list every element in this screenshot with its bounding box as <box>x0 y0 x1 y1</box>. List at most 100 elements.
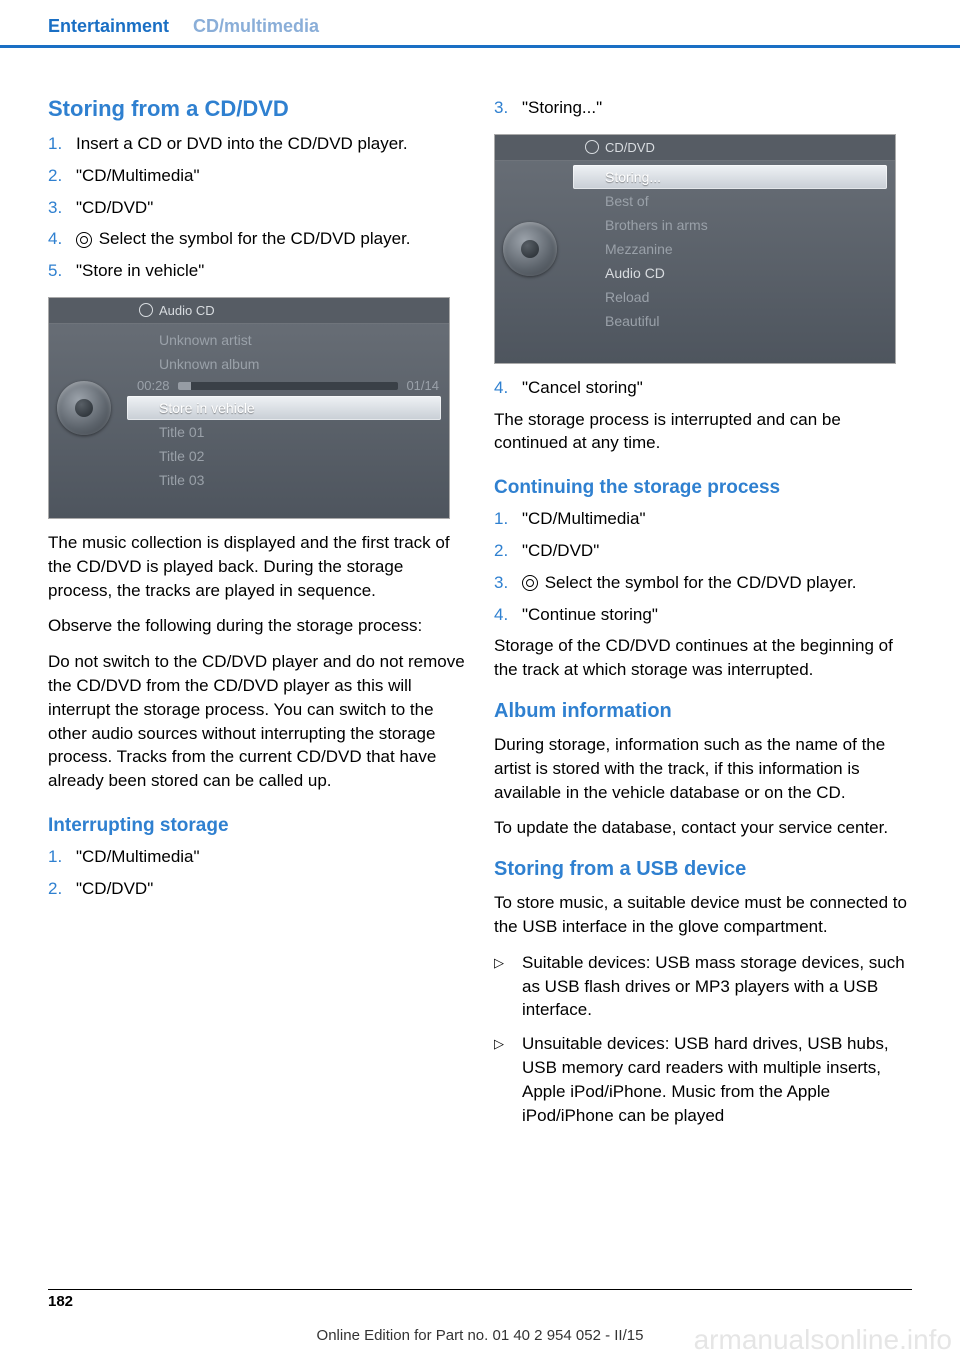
list-item: 2. "CD/Multimedia" <box>48 164 466 188</box>
bullet-item: ▷ Suitable devices: USB mass storage dev… <box>494 951 912 1022</box>
time-text: 00:28 <box>137 378 170 393</box>
row-text: Audio CD <box>605 265 665 281</box>
row-text: Title 01 <box>159 424 204 440</box>
content-area: Storing from a CD/DVD 1. Insert a CD or … <box>0 48 960 1137</box>
screenshot-row: Beautiful <box>573 309 895 333</box>
list-text: "Continue storing" <box>522 603 912 627</box>
row-text: Mezzanine <box>605 241 673 257</box>
row-text: Storing... <box>605 169 661 185</box>
list-text: "CD/Multimedia" <box>522 507 912 531</box>
disc-small-icon <box>583 267 597 279</box>
list-number: 1. <box>48 845 76 869</box>
list-text: "CD/DVD" <box>76 196 466 220</box>
screenshot-row: Mezzanine <box>573 237 895 261</box>
screenshot-row: Unknown artist <box>127 328 449 352</box>
screenshot-header: Audio CD <box>49 298 449 324</box>
row-text: Title 02 <box>159 448 204 464</box>
list-text: "Store in vehicle" <box>76 259 466 283</box>
list-item: 2. "CD/DVD" <box>48 877 466 901</box>
list-number: 2. <box>48 164 76 188</box>
screenshot-row: Title 03 <box>127 468 449 492</box>
screenshot-row-highlighted: Store in vehicle <box>127 396 441 420</box>
list-text: Select the symbol for the CD/DVD player. <box>76 227 466 251</box>
list-text: "CD/Multimedia" <box>76 845 466 869</box>
bullet-text: Suitable devices: USB mass storage devic… <box>522 951 912 1022</box>
row-text: Best of <box>605 193 649 209</box>
list-number: 3. <box>494 96 522 120</box>
page-number: 182 <box>48 1293 73 1310</box>
header-primary: Entertainment <box>48 16 169 37</box>
bullet-text: Unsuitable devices: USB hard drives, USB… <box>522 1032 912 1127</box>
screenshot-row-highlighted: Storing... <box>573 165 887 189</box>
disc-small-icon <box>583 291 597 303</box>
list-number: 3. <box>48 196 76 220</box>
row-text: Store in vehicle <box>159 400 255 416</box>
page-header: Entertainment CD/multimedia <box>0 0 960 48</box>
list-text-inner: Select the symbol for the CD/DVD player. <box>540 573 857 592</box>
list-number: 3. <box>494 571 522 595</box>
row-text: Unknown album <box>159 356 259 372</box>
paragraph: Storage of the CD/DVD continues at the b… <box>494 634 912 682</box>
screenshot-row: Title 02 <box>127 444 449 468</box>
list-text: Select the symbol for the CD/DVD player. <box>522 571 912 595</box>
blank-icon <box>137 426 151 438</box>
screenshot-row: Best of <box>573 189 895 213</box>
list-number: 2. <box>48 877 76 901</box>
loop-icon <box>583 171 597 183</box>
list-item: 3. Select the symbol for the CD/DVD play… <box>494 571 912 595</box>
track-text: 01/14 <box>406 378 439 393</box>
screenshot-row: Reload <box>573 285 895 309</box>
screenshot-audio-cd: Audio CD Unknown artist Unknown album 00… <box>48 297 450 519</box>
idrive-dial-icon <box>503 222 557 276</box>
screenshot-row-active: Audio CD <box>573 261 895 285</box>
bullet-item: ▷ Unsuitable devices: USB hard drives, U… <box>494 1032 912 1127</box>
header-secondary: CD/multimedia <box>193 16 319 37</box>
list-item: 4. "Cancel storing" <box>494 376 912 400</box>
screenshot-cd-dvd: CD/DVD Storing... Best of Brothers in ar… <box>494 134 896 364</box>
subsection-title-continuing: Continuing the storage process <box>494 477 912 499</box>
footer-text: Online Edition for Part no. 01 40 2 954 … <box>0 1327 960 1344</box>
list-number: 1. <box>494 507 522 531</box>
list-text: "CD/DVD" <box>76 877 466 901</box>
bullet-marker: ▷ <box>494 1032 522 1127</box>
list-text: "Storing..." <box>522 96 912 120</box>
list-number: 5. <box>48 259 76 283</box>
disc-small-icon <box>583 243 597 255</box>
disc-icon <box>522 575 538 591</box>
list-text: "Cancel storing" <box>522 376 912 400</box>
paragraph: Observe the following during the storage… <box>48 614 466 638</box>
idrive-dial-icon <box>57 381 111 435</box>
blank-icon <box>137 474 151 486</box>
screenshot-header: CD/DVD <box>495 135 895 161</box>
list-text-inner: Select the symbol for the CD/DVD player. <box>94 229 411 248</box>
paragraph: To store music, a suitable device must b… <box>494 891 912 939</box>
disc-icon <box>76 232 92 248</box>
row-text: Reload <box>605 289 649 305</box>
section-title-album: Album information <box>494 700 912 723</box>
paragraph: Do not switch to the CD/DVD player and d… <box>48 650 466 793</box>
list-item: 5. "Store in vehicle" <box>48 259 466 283</box>
disc-small-icon <box>583 195 597 207</box>
progress-fill <box>178 382 191 390</box>
list-number: 4. <box>494 603 522 627</box>
paragraph: During storage, information such as the … <box>494 733 912 804</box>
disc-small-icon <box>583 219 597 231</box>
paragraph: The music collection is displayed and th… <box>48 531 466 602</box>
list-text: "CD/DVD" <box>522 539 912 563</box>
paragraph: To update the database, contact your ser… <box>494 816 912 840</box>
screenshot-row: Unknown album <box>127 352 449 376</box>
progress-row: 00:28 01/14 <box>127 376 449 396</box>
row-text: Beautiful <box>605 313 659 329</box>
screenshot-header-text: Audio CD <box>159 303 215 318</box>
list-item: 4. Select the symbol for the CD/DVD play… <box>48 227 466 251</box>
list-number: 2. <box>494 539 522 563</box>
store-icon <box>137 402 151 414</box>
section-title-storing: Storing from a CD/DVD <box>48 96 466 122</box>
list-item: 1. "CD/Multimedia" <box>48 845 466 869</box>
row-text: Unknown artist <box>159 332 252 348</box>
person-icon <box>137 334 151 346</box>
list-number: 1. <box>48 132 76 156</box>
bullet-marker: ▷ <box>494 951 522 1022</box>
disc-icon <box>139 303 153 317</box>
screenshot-row: Title 01 <box>127 420 449 444</box>
